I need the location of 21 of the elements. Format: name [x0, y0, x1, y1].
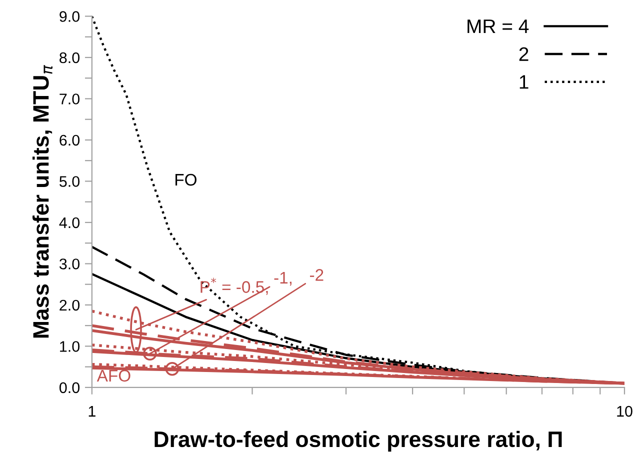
y-tick-label: 2.0 — [60, 300, 80, 311]
annotation: P$^{*}$ = -0.5, — [200, 278, 268, 295]
y-tick-label: 8.0 — [60, 52, 80, 64]
y-tick-label: 9.0 — [60, 11, 80, 22]
x-tick-label: 10 — [617, 406, 632, 417]
y-tick-label: 7.0 — [60, 94, 80, 104]
annotation: FO — [176, 174, 196, 186]
legend-label: MR = 4 — [468, 20, 529, 33]
y-tick-label: 1.0 — [60, 341, 80, 352]
annotation: -2 — [310, 269, 324, 281]
y-axis-title: Mass transfer units, MTU$_{π}$ — [32, 65, 53, 338]
legend-label: 1 — [520, 75, 528, 89]
y-tick-label: 3.0 — [59, 258, 80, 270]
annotation: -1, — [274, 272, 292, 286]
x-axis-title: Draw-to-feed osmotic pressure ratio, Π — [154, 430, 562, 452]
annotation: AFO — [96, 370, 130, 382]
y-tick-label: 6.0 — [60, 134, 80, 146]
y-tick-label: 0.0 — [59, 382, 80, 394]
y-tick-label: 5.0 — [60, 176, 80, 187]
y-tick-label: 4.0 — [59, 217, 80, 228]
legend-label: 2 — [519, 47, 528, 61]
